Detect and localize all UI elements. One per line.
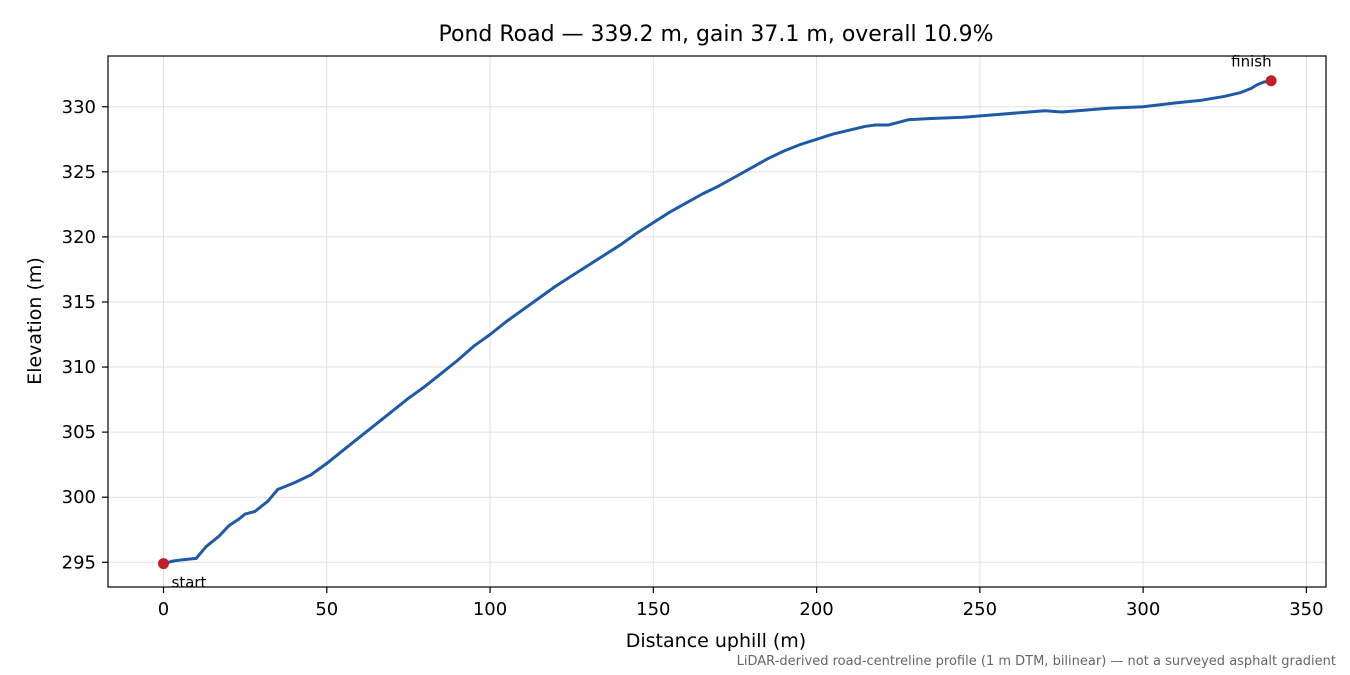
x-tick-label: 200 — [799, 599, 833, 620]
start-label: start — [172, 574, 207, 592]
elevation-line — [162, 79, 1273, 566]
x-tick-label: 0 — [158, 599, 169, 620]
x-tick-label: 50 — [315, 599, 338, 620]
x-tick-label: 250 — [963, 599, 997, 620]
y-tick-label: 305 — [62, 422, 96, 443]
plot-frame — [107, 55, 1327, 588]
finish-marker — [1265, 75, 1277, 87]
chart-title: Pond Road — 339.2 m, gain 37.1 m, overal… — [439, 22, 994, 47]
y-tick-label: 325 — [62, 162, 96, 183]
y-tick-label: 300 — [62, 487, 96, 508]
x-tick-label: 150 — [636, 599, 670, 620]
finish-label: finish — [1231, 53, 1271, 71]
source-footnote: LiDAR-derived road-centreline profile (1… — [737, 654, 1336, 669]
start-marker — [158, 558, 170, 570]
y-tick-label: 330 — [62, 97, 96, 118]
y-tick-label: 295 — [62, 552, 96, 573]
grid-layer — [108, 56, 1326, 587]
x-tick-label: 100 — [473, 599, 507, 620]
x-tick-label: 300 — [1126, 599, 1160, 620]
x-tick-label: 350 — [1289, 599, 1323, 620]
x-axis-label: Distance uphill (m) — [626, 630, 806, 652]
tick-layer: 0 50 100 150 200 250 300 350 295 300 305 310 315 320 3… — [62, 97, 1324, 620]
y-tick-label: 315 — [62, 292, 96, 313]
y-tick-label: 310 — [62, 357, 96, 378]
y-tick-label: 320 — [62, 227, 96, 248]
y-axis-label: Elevation (m) — [24, 257, 46, 385]
